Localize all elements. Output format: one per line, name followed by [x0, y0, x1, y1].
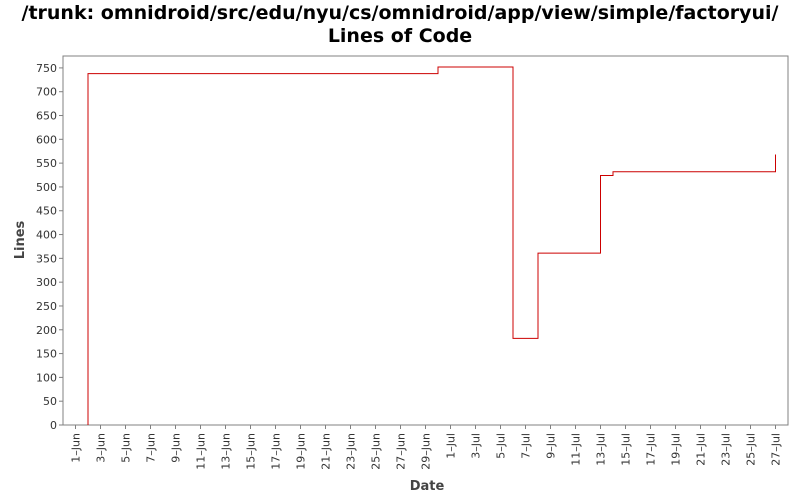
y-tick-label: 250 [36, 300, 57, 313]
y-tick-label: 450 [36, 205, 57, 218]
x-tick-label: 25–Jun [370, 433, 383, 470]
x-tick-label: 27–Jun [395, 433, 408, 470]
x-tick-label: 13–Jun [220, 433, 233, 470]
y-tick-label: 550 [36, 157, 57, 170]
y-tick-label: 100 [36, 371, 57, 384]
y-tick-label: 0 [50, 419, 57, 432]
x-tick-label: 21–Jun [320, 433, 333, 470]
x-tick-label: 7–Jul [520, 433, 533, 459]
x-tick-label: 27–Jul [770, 433, 783, 466]
x-tick-label: 1–Jul [445, 433, 458, 459]
x-tick-label: 29–Jun [420, 433, 433, 470]
y-axis-ticks: 0 50 100 150 200 250 300 350 400 450 500 550 600 650 7… [36, 62, 63, 432]
x-tick-label: 9–Jul [545, 433, 558, 459]
y-tick-label: 200 [36, 324, 57, 337]
x-tick-label: 23–Jul [720, 433, 733, 466]
x-tick-label: 11–Jun [195, 433, 208, 470]
x-tick-label: 5–Jun [120, 433, 133, 463]
y-tick-label: 600 [36, 133, 57, 146]
x-tick-label: 5–Jul [495, 433, 508, 459]
x-tick-label: 17–Jul [645, 433, 658, 466]
y-tick-label: 750 [36, 62, 57, 75]
x-tick-label: 11–Jul [570, 433, 583, 466]
x-tick-label: 17–Jun [270, 433, 283, 470]
y-tick-label: 700 [36, 86, 57, 99]
x-tick-label: 15–Jul [620, 433, 633, 466]
y-tick-label: 150 [36, 348, 57, 361]
x-tick-label: 19–Jun [295, 433, 308, 470]
x-tick-label: 15–Jun [245, 433, 258, 470]
x-axis-label: Date [410, 479, 445, 494]
x-tick-label: 3–Jun [95, 433, 108, 463]
y-tick-label: 350 [36, 252, 57, 265]
y-tick-label: 650 [36, 110, 57, 123]
chart-title-line-2: Lines of Code [327, 25, 473, 47]
x-axis-ticks: 1–Jun 3–Jun 5–Jun 7–Jun 9–Jun 11–Jun 13–Jun 15–… [70, 425, 783, 470]
x-tick-label: 23–Jun [345, 433, 358, 470]
x-tick-label: 13–Jul [595, 433, 608, 466]
y-tick-label: 300 [36, 276, 57, 289]
x-tick-label: 25–Jul [745, 433, 758, 466]
x-tick-label: 3–Jul [470, 433, 483, 459]
y-axis-label: Lines [13, 220, 28, 259]
y-tick-label: 50 [43, 395, 57, 408]
x-tick-label: 7–Jun [145, 433, 158, 463]
x-tick-label: 19–Jul [670, 433, 683, 466]
x-tick-label: 1–Jun [70, 433, 83, 463]
x-tick-label: 9–Jun [170, 433, 183, 463]
plot-area [62, 55, 789, 426]
y-tick-label: 400 [36, 229, 57, 242]
x-tick-label: 21–Jul [695, 433, 708, 466]
y-tick-label: 500 [36, 181, 57, 194]
lines-series-line [87, 66, 776, 425]
chart-title-line-1: /trunk: omnidroid/src/edu/nyu/cs/omnidro… [21, 2, 779, 24]
